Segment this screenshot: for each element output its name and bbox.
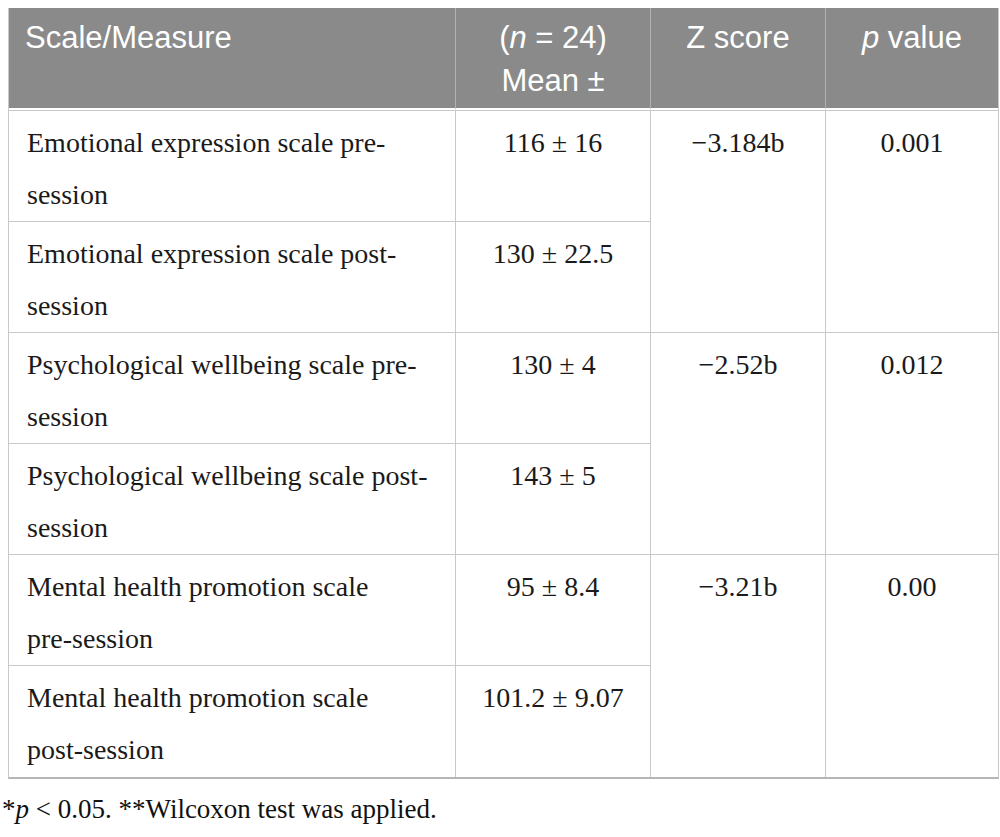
column-header-p-value: p value — [825, 8, 998, 110]
mean-value: 101.2 ± 9.07 — [455, 666, 650, 777]
p-value: 0.012 — [825, 333, 998, 555]
column-header-z-score: Z score — [650, 8, 825, 110]
n-italic: n — [509, 20, 526, 55]
measure-label: Mental health promotion scale pre-sessio… — [9, 555, 455, 666]
table-footnote: *p < 0.05. **Wilcoxon test was applied. — [2, 792, 437, 826]
mean-value: 130 ± 22.5 — [455, 222, 650, 333]
header-row: Scale/Measure (n = 24) Mean ± Z score p … — [9, 8, 998, 110]
z-score-value: −3.21b — [650, 555, 825, 777]
z-score-value: −2.52b — [650, 333, 825, 555]
stats-table: Scale/Measure (n = 24) Mean ± Z score p … — [9, 8, 998, 777]
paper-table-figure: Scale/Measure (n = 24) Mean ± Z score p … — [0, 0, 1000, 837]
p-italic: p — [862, 20, 879, 55]
column-header-label: (n = 24) — [499, 20, 607, 55]
measure-label: Psychological wellbeing scale pre- sessi… — [9, 333, 455, 444]
table-row-promotion-pre: Mental health promotion scale pre-sessio… — [9, 555, 998, 666]
mean-value: 116 ± 16 — [455, 110, 650, 222]
column-header-scale-measure: Scale/Measure — [9, 8, 455, 110]
mean-value: 143 ± 5 — [455, 444, 650, 555]
measure-label: Emotional expression scale pre- session — [9, 110, 455, 222]
significance-star: * — [2, 794, 16, 824]
column-header-label: Z score — [686, 20, 789, 55]
measure-label: Psychological wellbeing scale post- sess… — [9, 444, 455, 555]
p-italic: p — [16, 794, 30, 824]
measure-label: Emotional expression scale post- session — [9, 222, 455, 333]
table-row-emotional-pre: Emotional expression scale pre- session … — [9, 110, 998, 222]
p-value: 0.00 — [825, 555, 998, 777]
footnote-text: < 0.05. **Wilcoxon test was applied. — [29, 794, 437, 824]
column-header-label: Scale/Measure — [25, 20, 232, 55]
column-header-mean: (n = 24) Mean ± — [455, 8, 650, 110]
mean-value: 130 ± 4 — [455, 333, 650, 444]
z-score-value: −3.184b — [650, 110, 825, 333]
table-row-wellbeing-pre: Psychological wellbeing scale pre- sessi… — [9, 333, 998, 444]
p-value: 0.001 — [825, 110, 998, 333]
stats-table-container: Scale/Measure (n = 24) Mean ± Z score p … — [8, 8, 999, 779]
mean-value: 95 ± 8.4 — [455, 555, 650, 666]
column-header-label-line2: Mean ± — [501, 63, 604, 98]
measure-label: Mental health promotion scale post-sessi… — [9, 666, 455, 777]
